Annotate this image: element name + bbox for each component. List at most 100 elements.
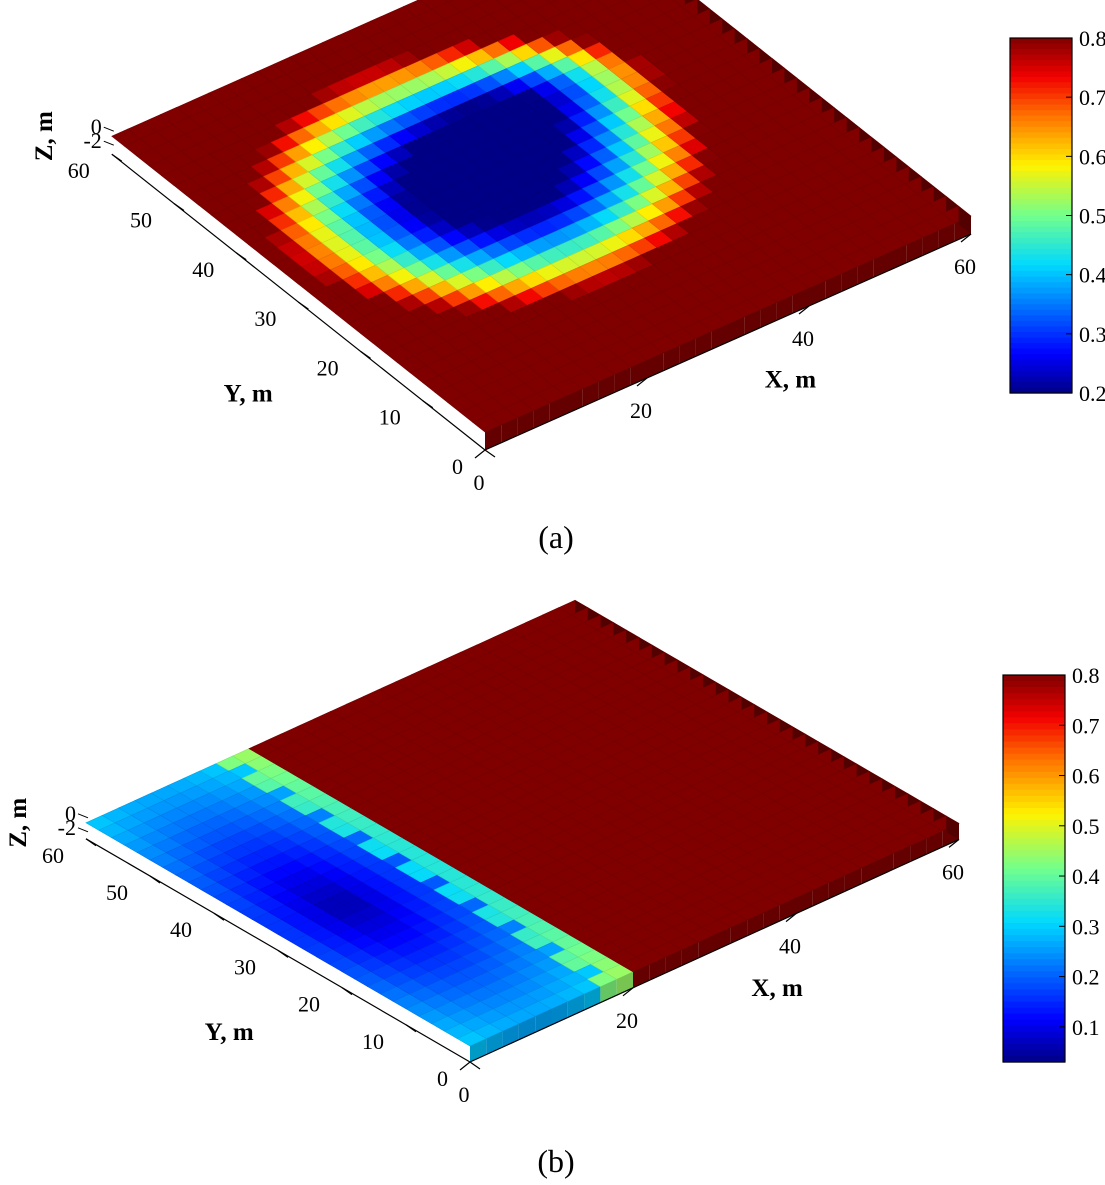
colorbar-segment (1010, 76, 1072, 83)
colorbar-segment (1003, 941, 1065, 948)
heatmap-cell-side (728, 316, 745, 342)
colorbar-tick-label: 0.6 (1079, 144, 1105, 169)
y-tick-label: 50 (130, 208, 152, 233)
colorbar-segment (1003, 783, 1065, 791)
colorbar-segment (1010, 148, 1072, 156)
y-tick-label: 0 (437, 1066, 448, 1091)
colorbar-tick-label: 0.8 (1072, 663, 1100, 688)
z-axis-label: Z, m (5, 798, 32, 848)
x-tick-mark (960, 233, 972, 243)
y-tick-label: 60 (68, 158, 90, 183)
heatmap-cell-side (841, 266, 858, 292)
colorbar-segment (1010, 99, 1072, 106)
colorbar-segment (1003, 868, 1065, 876)
colorbar-segment (1010, 121, 1072, 128)
x-tick-mark (636, 377, 648, 387)
colorbar-segment (1010, 387, 1072, 394)
heatmap-cell-side (517, 410, 534, 436)
heatmap-cell-side (663, 345, 680, 371)
colorbar-segment (1010, 298, 1072, 305)
panel-caption: (b) (537, 1143, 574, 1179)
colorbar-segment (1003, 832, 1065, 839)
heatmap-cell-side (647, 352, 664, 378)
colorbar-segment (1010, 171, 1072, 178)
colorbar-segment (1010, 143, 1072, 150)
colorbar-tick-label: 0.7 (1072, 713, 1100, 738)
colorbar-segment (1003, 1001, 1065, 1009)
y-tick-mark (235, 252, 247, 261)
colorbar-segment (1003, 1049, 1065, 1057)
y-tick-mark (422, 400, 434, 409)
heatmap-cell-side (695, 331, 712, 357)
colorbar-segment (1003, 693, 1065, 700)
heatmap-cell-side (857, 259, 874, 285)
colorbar-tick-label: 0.6 (1072, 764, 1100, 789)
heatmap-cells (85, 599, 960, 1062)
colorbar-segment (1010, 232, 1072, 239)
colorbar-segment (1010, 359, 1072, 366)
y-tick-label: 40 (192, 257, 214, 282)
colorbar-segment (1010, 182, 1072, 189)
y-tick-mark (149, 875, 161, 884)
colorbar-segment (1010, 331, 1072, 339)
colorbar-segment (1010, 309, 1072, 316)
x-tick-label: 0 (474, 470, 485, 495)
colorbar-segment (1010, 198, 1072, 206)
colorbar-segment (1010, 54, 1072, 61)
y-axis-label: Y, m (205, 1019, 254, 1046)
y-tick-mark (213, 912, 225, 921)
colorbar-segment (1010, 132, 1072, 139)
y-tick-mark (405, 1024, 417, 1033)
y-tick-mark (277, 949, 289, 958)
colorbar-segment (1003, 1019, 1065, 1027)
colorbar-segment (1010, 49, 1072, 56)
x-tick-mark (474, 449, 486, 459)
colorbar-segment (1010, 115, 1072, 122)
colorbar-segment (1003, 814, 1065, 821)
colorbar-segment (1010, 38, 1072, 45)
y-tick-label: 50 (106, 880, 128, 905)
y-tick-mark (469, 1061, 481, 1070)
colorbar-segment (1010, 287, 1072, 294)
colorbar: 0.8 0.7 0.6 0.5 0.4 0.3 0.2 (1009, 26, 1105, 406)
colorbar-segment (1003, 1037, 1065, 1045)
colorbar-segment (1003, 735, 1065, 743)
colorbar-segment (1010, 154, 1072, 161)
colorbar-segment (1010, 376, 1072, 383)
x-tick-label: 60 (954, 254, 976, 279)
heatmap-cell-side (630, 360, 647, 386)
heatmap-cell-side (938, 223, 955, 249)
colorbar-segment (1003, 711, 1065, 718)
y-tick-mark (360, 350, 371, 359)
x-tick-label: 40 (792, 326, 814, 351)
colorbar-tick-label: 0.8 (1079, 26, 1105, 51)
colorbar-segment (1003, 850, 1065, 858)
y-tick-label: 30 (234, 954, 256, 979)
colorbar-segment (1010, 254, 1072, 261)
colorbar-segment (1010, 354, 1072, 361)
y-tick-mark (484, 449, 496, 458)
colorbar-segment (1003, 977, 1065, 984)
colorbar-segment (1010, 304, 1072, 311)
y-axis-label: Y, m (224, 381, 273, 408)
colorbar-segment (1003, 705, 1065, 712)
heatmap-cell-side (906, 237, 923, 263)
colorbar-segment (1003, 826, 1065, 833)
x-axis-label: X, m (751, 975, 803, 1002)
x-axis-label: X, m (765, 367, 817, 394)
colorbar-segment (1003, 971, 1065, 978)
colorbar-segment (1010, 60, 1072, 67)
colorbar-segment (1003, 928, 1065, 936)
heatmap-cells (111, 0, 972, 450)
x-axis-line (469, 838, 960, 1063)
heatmap-cell-side (776, 295, 793, 321)
heatmap-cell-side (873, 252, 890, 278)
colorbar-segment (1010, 87, 1072, 95)
z-tick-mark (77, 813, 89, 819)
colorbar-tick-label: 0.5 (1072, 814, 1100, 839)
z-tick-label: 0 (91, 114, 102, 139)
colorbar-segment (1010, 71, 1072, 78)
colorbar-segment (1003, 759, 1065, 767)
colorbar-segment (1010, 209, 1072, 217)
